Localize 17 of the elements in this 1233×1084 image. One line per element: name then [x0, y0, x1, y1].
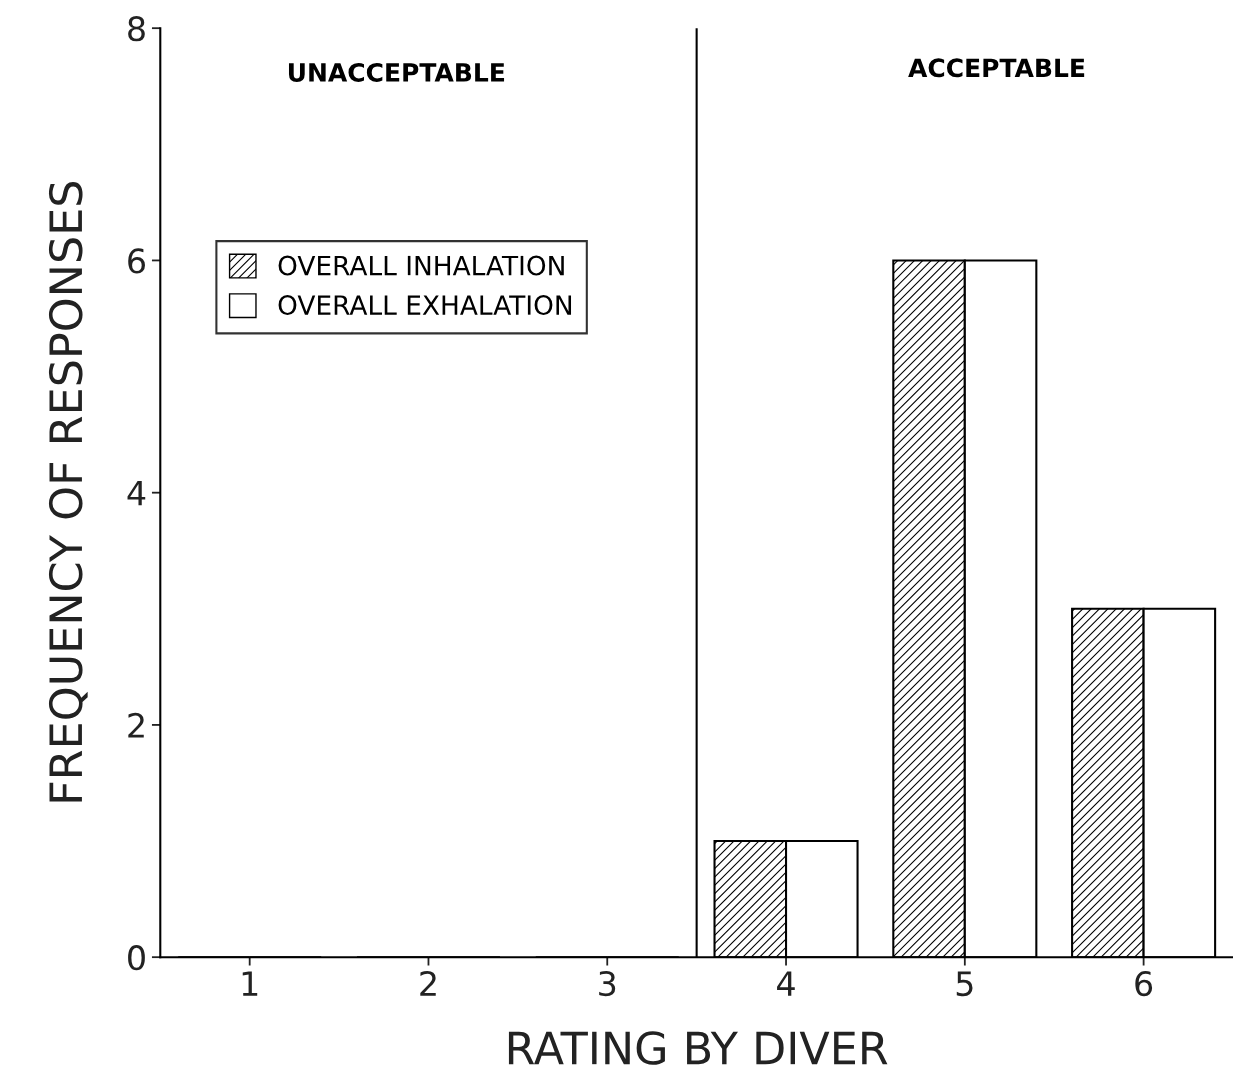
x-tick-label: 4: [777, 971, 795, 996]
y-axis-title: FREQUENCY OF RESPONSES: [48, 182, 88, 802]
annotation: ACCEPTABLE: [908, 58, 1085, 78]
x-tick-label: 3: [599, 970, 616, 997]
annotation: UNACCEPTABLE: [288, 62, 505, 82]
y-tick-label: 6: [128, 248, 145, 274]
x-tick-label: 1: [242, 971, 258, 996]
x-tick-label: 6: [1135, 970, 1153, 997]
y-tick-label: 8: [128, 16, 145, 42]
x-tick-label: 5: [956, 971, 973, 997]
legend-label: OVERALL INHALATION: [278, 255, 564, 276]
y-tick-label: 2: [128, 712, 144, 738]
x-tick-label: 2: [420, 970, 436, 996]
x-axis-title: RATING BY DIVER: [508, 1031, 888, 1065]
y-tick-label: 0: [128, 945, 145, 971]
legend-label: OVERALL EXHALATION: [278, 295, 572, 316]
y-tick-label: 4: [127, 481, 146, 506]
